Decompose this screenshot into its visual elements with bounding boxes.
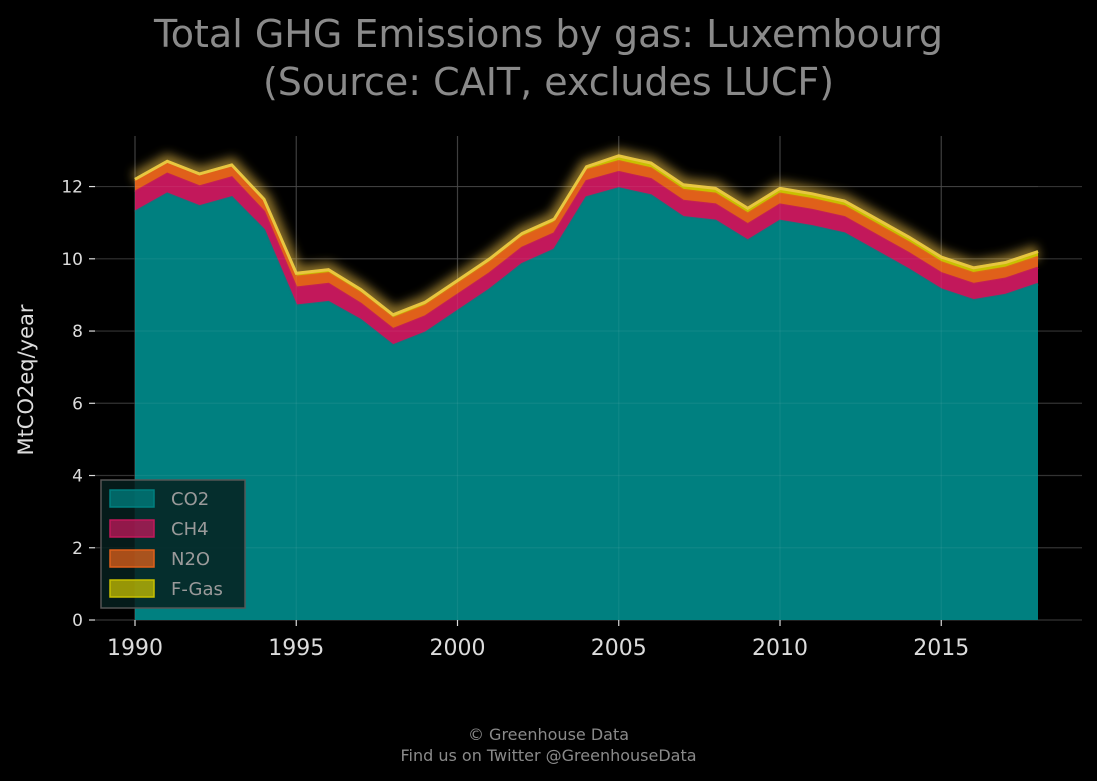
series-lines <box>134 136 1039 620</box>
y-tick-label: 0 <box>72 611 83 631</box>
chart-title-line-2: (Source: CAIT, excludes LUCF) <box>262 60 835 104</box>
top-line <box>134 154 1039 317</box>
y-tick-label: 6 <box>72 394 83 414</box>
x-tick-label: 1990 <box>107 636 163 661</box>
y-axis-label: MtCO2eq/year <box>14 304 38 455</box>
footer-twitter: Find us on Twitter @GreenhouseData <box>400 746 697 765</box>
y-tick-label: 12 <box>61 178 83 198</box>
legend-label-n2o: N2O <box>171 549 210 570</box>
x-tick-label: 1995 <box>268 636 324 661</box>
area-ch4 <box>135 172 1038 346</box>
chart-title: Total GHG Emissions by gas: Luxembourg (… <box>0 10 1097 106</box>
legend-swatch-n2o <box>109 549 155 568</box>
x-tick-label: 2000 <box>430 636 486 661</box>
area-n2o <box>135 161 1038 330</box>
area-co2 <box>135 188 1038 620</box>
y-tick-label: 4 <box>72 467 83 487</box>
grid-overlay <box>134 136 1038 620</box>
legend-label-f-gas: F-Gas <box>171 579 223 600</box>
y-axis: 0 2 4 6 8 10 12 <box>61 178 95 631</box>
legend-swatch-co2 <box>109 489 155 508</box>
y-tick-label: 10 <box>61 250 83 270</box>
y-tick-label: 8 <box>72 322 83 342</box>
legend-swatch-ch4 <box>109 519 155 538</box>
chart-title-line-1: Total GHG Emissions by gas: Luxembourg <box>154 12 943 56</box>
legend-label-co2: CO2 <box>171 489 209 510</box>
footer-copyright: © Greenhouse Data <box>467 725 630 744</box>
series-areas <box>135 155 1038 620</box>
footer: © Greenhouse Data Find us on Twitter @Gr… <box>0 724 1097 766</box>
x-axis: 1990 1995 2000 2005 2010 2015 <box>107 620 969 661</box>
legend-swatch-f-gas <box>109 579 155 598</box>
line-ch4 <box>134 170 1039 331</box>
area-f-gas <box>135 155 1038 319</box>
legend: CO2 CH4 N2O F-Gas <box>100 479 246 609</box>
x-tick-label: 2015 <box>913 636 969 661</box>
legend-label-ch4: CH4 <box>171 519 209 540</box>
line-co2 <box>134 187 1039 347</box>
x-tick-label: 2005 <box>591 636 647 661</box>
y-tick-label: 2 <box>72 539 83 559</box>
x-tick-label: 2010 <box>752 636 808 661</box>
